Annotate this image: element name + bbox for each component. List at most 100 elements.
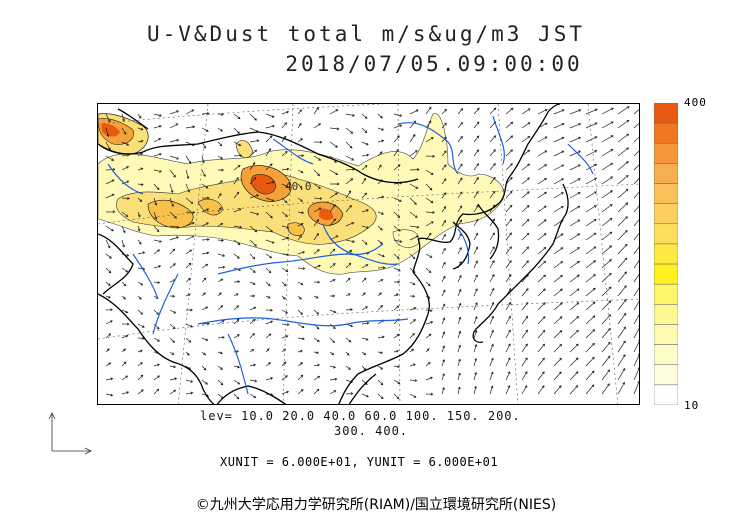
wind-arrow [505, 329, 511, 339]
wind-arrow [633, 273, 639, 283]
wind-arrow [409, 150, 418, 157]
wind-arrow [281, 309, 289, 314]
wind-arrow [361, 351, 367, 356]
wind-arrow [473, 357, 478, 367]
wind-arrow [105, 333, 112, 339]
wind-arrow [345, 190, 352, 199]
wind-arrow [393, 239, 403, 243]
wind-arrow [537, 357, 545, 367]
wind-arrow [169, 225, 180, 229]
wind-arrow [505, 190, 513, 199]
wind-arrow [185, 351, 190, 356]
wind-arrow [601, 369, 611, 381]
wind-arrow [265, 211, 273, 219]
wind-arrow [425, 361, 431, 367]
wind-arrow [377, 151, 383, 157]
wind-arrow [137, 362, 143, 367]
wind-arrow [121, 180, 130, 185]
wind-arrow [249, 139, 260, 143]
wind-arrow [361, 393, 369, 398]
wind-arrow [569, 288, 580, 297]
wind-arrow [217, 351, 223, 355]
wind-arrow [233, 305, 240, 311]
wind-arrow [393, 124, 403, 129]
wind-arrow [505, 246, 512, 255]
wind-arrow [265, 320, 274, 325]
wind-arrow [153, 169, 162, 173]
wind-arrow [345, 127, 354, 134]
wind-arrow [281, 267, 289, 272]
wind-arrow [281, 225, 290, 229]
wind-arrow [537, 260, 547, 269]
wind-arrow [361, 209, 369, 213]
wind-arrow [569, 205, 581, 213]
wind-arrow [521, 343, 528, 353]
wind-arrow [297, 323, 305, 329]
wind-arrow [185, 379, 194, 383]
wind-arrow [233, 365, 240, 369]
wind-arrow [457, 135, 463, 143]
wind-arrow [297, 109, 302, 115]
wind-arrow [473, 371, 478, 381]
wind-arrow [553, 316, 563, 325]
wind-arrow [633, 123, 639, 129]
wind-arrow [441, 373, 445, 381]
wind-arrow [505, 107, 514, 115]
wind-arrow [585, 205, 597, 213]
wind-arrow [601, 231, 613, 241]
wind-arrow [345, 337, 352, 343]
wind-arrow [521, 205, 530, 213]
wind-arrow [633, 191, 639, 199]
wind-arrow [281, 150, 288, 157]
wind-arrow [105, 193, 115, 199]
wind-arrow [169, 294, 176, 298]
wind-vectors [105, 106, 639, 400]
wind-arrow [537, 371, 545, 381]
wind-arrow [537, 205, 547, 213]
wind-arrow [617, 133, 630, 143]
wind-arrow [633, 353, 639, 367]
wind-arrow [457, 219, 462, 227]
wind-arrow [425, 333, 432, 339]
wind-arrow [633, 260, 639, 269]
wind-arrow [441, 150, 447, 157]
wind-arrow [169, 197, 174, 207]
wind-arrow [297, 389, 304, 395]
wind-arrow [185, 125, 196, 129]
wind-arrow [169, 248, 176, 255]
wind-arrow [185, 197, 194, 204]
wind-arrow [409, 363, 416, 367]
wind-arrow [473, 288, 478, 297]
wind-arrow [329, 248, 336, 255]
wind-arrow [217, 365, 223, 370]
title-variables: U-V&Dust total m/s&ug/m3 JST [146, 22, 585, 46]
wind-arrow [569, 219, 581, 227]
wind-arrow [329, 127, 340, 131]
wind-arrow [457, 205, 463, 213]
wind-arrow [617, 174, 629, 185]
wind-arrow [329, 109, 339, 115]
wind-arrow [601, 107, 614, 115]
wind-arrow [281, 236, 290, 241]
wind-arrow [569, 371, 579, 381]
wind-arrow [521, 315, 529, 325]
wind-arrow [553, 385, 562, 395]
wind-arrow [521, 122, 531, 129]
wind-arrow [281, 361, 287, 367]
wind-arrow [585, 384, 595, 395]
wind-arrow [521, 177, 530, 185]
wind-arrow [473, 246, 479, 255]
wind-arrow [345, 113, 356, 117]
wind-arrow [217, 112, 224, 116]
wind-arrow [313, 249, 320, 255]
wind-arrow [329, 294, 336, 298]
wind-arrow [105, 295, 111, 299]
wind-arrow [265, 239, 275, 244]
wind-arrow [169, 155, 180, 160]
wind-arrow [601, 355, 611, 367]
wind-arrow [313, 207, 322, 213]
wind-arrow [137, 309, 144, 315]
wind-arrow [425, 253, 433, 258]
wind-arrow [313, 169, 320, 177]
wind-arrow [553, 136, 565, 143]
